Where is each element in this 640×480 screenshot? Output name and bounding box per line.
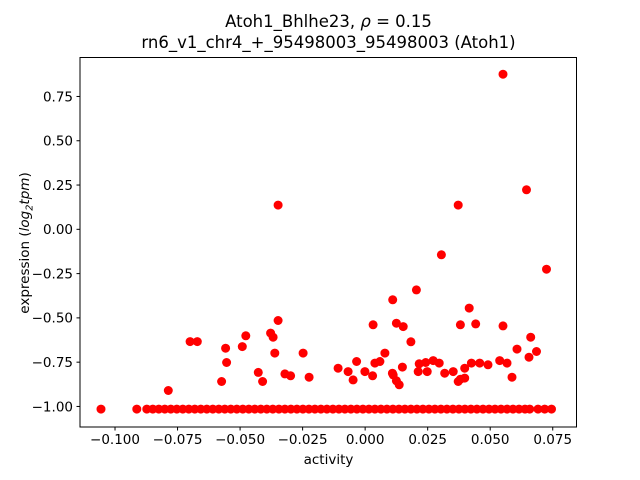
data-point [453,377,463,386]
data-point [455,320,465,330]
x-tick-label: 0.000 [346,432,385,448]
data-point [436,250,446,260]
data-point [394,380,404,390]
data-point [525,404,535,414]
ylabel-prefix: expression ( [17,231,33,314]
plot-border [79,57,577,428]
data-point [258,377,268,386]
data-point [532,347,541,356]
data-point [192,337,202,347]
data-point [547,404,556,414]
y-tick-label: 0.75 [43,89,73,105]
data-point [348,375,358,385]
title-gene-pair: Atoh1_Bhlhe23, [225,12,361,31]
data-point [273,316,283,325]
x-tick-label: −0.100 [90,432,140,448]
data-point [132,404,142,414]
data-point [368,371,378,381]
data-point [498,69,508,79]
y-tick-label: −1.00 [32,399,73,415]
data-point [495,356,505,366]
data-point [507,372,517,382]
title-rho-symbol: ρ [360,12,371,31]
data-point [453,200,463,210]
data-point [217,377,227,386]
data-point [304,372,314,382]
x-axis-label: activity [303,452,354,468]
data-point [413,367,423,377]
ylabel-tpm: tpm [17,177,33,205]
data-point [96,404,106,414]
data-point [397,362,407,372]
x-tick-label: 0.075 [533,432,572,448]
data-point [498,321,508,331]
y-tick-label: 0.50 [43,134,73,150]
ylabel-log: log [17,210,33,232]
chart-title-line1: Atoh1_Bhlhe23, ρ = 0.15 [80,12,577,32]
x-tick-label: −0.050 [215,432,265,448]
data-point [533,404,543,414]
data-point [222,358,232,367]
data-point [368,320,378,330]
data-point [522,185,531,195]
y-axis-label: expression (log2tpm) [17,133,37,353]
x-tick-label: −0.075 [153,432,203,448]
x-tick-label: 0.025 [408,432,447,448]
ylabel-suffix: ) [17,172,33,178]
chart-title-line2: rn6_v1_chr4_+_95498003_95498003 (Atoh1) [141,33,516,52]
data-point [475,358,485,368]
data-point [380,348,390,358]
data-point [237,342,247,352]
data-point [483,360,493,370]
data-point [398,322,408,332]
data-point [375,357,385,366]
data-point [333,363,343,373]
data-point [502,358,512,368]
y-tick-label: −0.75 [32,355,73,371]
data-point [460,363,470,373]
y-tick-label: 0.00 [43,222,73,238]
data-point [270,348,280,358]
data-point [391,318,401,328]
data-point [512,344,522,354]
data-point [422,367,432,377]
data-point [421,358,431,367]
data-point [411,285,421,295]
data-point [406,337,416,347]
data-point [268,332,278,342]
title-rho-value: = 0.15 [370,12,432,31]
data-point [540,404,550,414]
data-point [466,358,476,368]
data-point [273,200,283,210]
data-point [542,264,551,274]
x-tick-label: −0.025 [278,432,328,448]
y-tick-label: 0.25 [43,178,73,194]
data-point [253,367,263,377]
data-point [448,367,458,377]
data-point [464,303,474,313]
data-point [343,367,353,377]
data-point [440,368,450,378]
data-point [526,332,536,342]
data-point [241,331,251,341]
data-point [298,348,308,358]
data-point [360,367,370,377]
x-tick-label: 0.050 [471,432,510,448]
data-point [388,295,398,305]
data-point [352,357,362,366]
ylabel-log-base: 2 [24,204,36,211]
y-tick-label: −0.25 [32,266,73,282]
data-point [185,337,195,347]
data-point [221,343,231,353]
data-point [434,358,444,368]
data-point [163,386,173,395]
data-point [471,319,481,329]
data-point [524,352,534,362]
data-point [286,371,296,381]
y-tick-label: −0.50 [32,311,73,327]
